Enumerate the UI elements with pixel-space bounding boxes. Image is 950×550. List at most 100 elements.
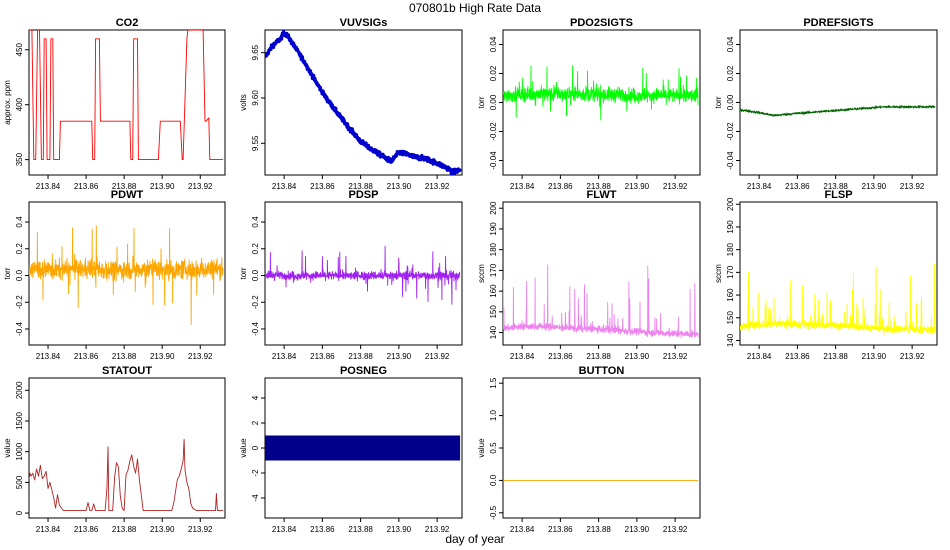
- y-tick-label: 0.4: [251, 216, 260, 228]
- y-tick-label: 9.55: [251, 135, 260, 151]
- y-tick-label: 350: [15, 152, 24, 166]
- x-tick-label: 213.86: [785, 352, 810, 361]
- panel-title: STATOUT: [102, 365, 152, 377]
- x-tick-label: 213.86: [310, 182, 335, 191]
- data-line: [740, 263, 936, 336]
- x-tick-label: 213.84: [272, 182, 297, 191]
- x-tick-label: 213.84: [272, 525, 297, 534]
- panel-pdo2sigts: PDO2SIGTS 213.84 213.86 213.88 213.90 213.92 -…: [477, 17, 701, 191]
- y-tick-label: 1500: [15, 412, 24, 430]
- y-tick-label: 0.02: [726, 65, 735, 81]
- plot-area: [740, 105, 936, 117]
- y-tick-label: 180: [489, 242, 498, 256]
- y-tick-label: 150: [726, 311, 735, 325]
- x-tick-label: 213.84: [272, 352, 297, 361]
- x-tick-label: 213.92: [425, 182, 450, 191]
- x-tick-label: 213.92: [188, 182, 213, 191]
- x-tick-label: 213.92: [900, 182, 925, 191]
- y-tick-label: 0: [251, 445, 260, 450]
- x-tick-label: 213.88: [823, 182, 848, 191]
- y-tick-label: 400: [15, 97, 24, 111]
- panel-statout: STATOUT 213.84 213.86 213.88 213.90 213.92 0 50…: [3, 365, 226, 534]
- y-axis-label: value: [3, 438, 12, 458]
- x-tick-label: 213.92: [188, 352, 213, 361]
- figure-title: 070801b High Rate Data: [409, 1, 541, 15]
- x-tick-label: 213.86: [310, 525, 335, 534]
- x-tick-label: 213.84: [510, 525, 535, 534]
- y-tick-label: 170: [726, 265, 735, 279]
- x-tick-label: 213.88: [586, 182, 611, 191]
- data-line: [503, 64, 699, 121]
- y-tick-label: 0.0: [489, 474, 498, 486]
- plot-frame: [502, 377, 701, 519]
- plot-frame: [264, 201, 463, 346]
- panel-pdwt: PDWT 213.84 213.86 213.88 213.90 213.92 -0.4 -0…: [3, 189, 226, 361]
- x-tick-label: 213.92: [900, 352, 925, 361]
- x-tick-label: 213.88: [586, 525, 611, 534]
- plot-frame: [502, 201, 701, 346]
- x-tick-label: 213.92: [663, 182, 688, 191]
- y-tick-label: -0.02: [726, 122, 735, 141]
- y-axis-label: torr: [3, 267, 12, 279]
- y-tick-label: 0.04: [726, 36, 735, 52]
- plot-area: [265, 435, 461, 461]
- x-tick-label: 213.90: [625, 525, 650, 534]
- plot-area: [265, 30, 462, 175]
- data-line: [740, 105, 936, 117]
- y-tick-label: 9.60: [251, 90, 260, 106]
- panel-title: PDSP: [349, 189, 379, 201]
- y-tick-label: 180: [726, 242, 735, 256]
- y-axis-label: value: [239, 438, 248, 458]
- y-tick-label: 0.04: [489, 36, 498, 52]
- x-tick-label: 213.84: [36, 525, 61, 534]
- y-tick-label: -0.4: [251, 322, 260, 336]
- x-tick-label: 213.86: [74, 182, 99, 191]
- x-tick-label: 213.86: [548, 182, 573, 191]
- data-line: [265, 245, 461, 305]
- y-tick-label: 0: [15, 510, 24, 515]
- y-tick-label: 9.65: [251, 44, 260, 60]
- panel-title: FLWT: [587, 189, 617, 201]
- y-axis-label: sccm: [477, 264, 486, 283]
- x-tick-label: 213.90: [625, 352, 650, 361]
- x-tick-label: 213.90: [150, 525, 175, 534]
- panel-flsp: FLSP 213.84 213.86 213.88 213.90 213.92 140 150…: [714, 189, 938, 361]
- x-tick-label: 213.90: [625, 182, 650, 191]
- panel-title: PDWT: [111, 189, 144, 201]
- x-tick-label: 213.90: [387, 352, 412, 361]
- plot-frame: [28, 29, 226, 176]
- x-tick-label: 213.90: [387, 182, 412, 191]
- y-tick-label: 0.2: [251, 243, 260, 255]
- y-tick-label: 0.5: [489, 442, 498, 454]
- panel-co2: CO2 213.84 213.86 213.88 213.90 213.92 350 400 4…: [3, 17, 226, 191]
- y-tick-label: 190: [489, 222, 498, 236]
- panel-pdrefsigts: PDREFSIGTS 213.84 213.86 213.88 213.90 213.92…: [714, 17, 938, 191]
- y-tick-label: 170: [489, 263, 498, 277]
- panel-title: VUVSIGs: [340, 17, 388, 29]
- y-tick-label: 160: [489, 284, 498, 298]
- x-tick-label: 213.92: [425, 525, 450, 534]
- y-tick-label: 0.00: [489, 94, 498, 110]
- y-axis-label: volts: [239, 94, 248, 110]
- panel-posneg: POSNEG 213.84 213.86 213.88 213.90 213.92 -4 -2…: [239, 365, 463, 534]
- plot-frame: [739, 29, 938, 176]
- panel-button: BUTTON 213.84 213.86 213.88 213.90 213.92 -0.5…: [477, 365, 701, 534]
- panel-title: PDO2SIGTS: [570, 17, 633, 29]
- x-tick-label: 213.86: [785, 182, 810, 191]
- data-line: [29, 438, 224, 512]
- data-line: [265, 30, 462, 175]
- panel-title: CO2: [116, 17, 139, 29]
- y-tick-label: 500: [15, 475, 24, 489]
- y-tick-label: 2: [251, 420, 260, 425]
- x-tick-label: 213.86: [74, 525, 99, 534]
- y-tick-label: -0.2: [15, 295, 24, 309]
- x-tick-label: 213.92: [663, 352, 688, 361]
- x-tick-label: 213.88: [348, 182, 373, 191]
- x-tick-label: 213.88: [112, 182, 137, 191]
- y-axis-label: torr: [714, 96, 723, 108]
- y-tick-label: 4: [251, 395, 260, 400]
- panel-title: POSNEG: [340, 365, 387, 377]
- plot-area: [740, 263, 936, 336]
- plot-area: [29, 438, 224, 512]
- panel-flwt: FLWT 213.84 213.86 213.88 213.90 213.92 140 150…: [477, 189, 701, 361]
